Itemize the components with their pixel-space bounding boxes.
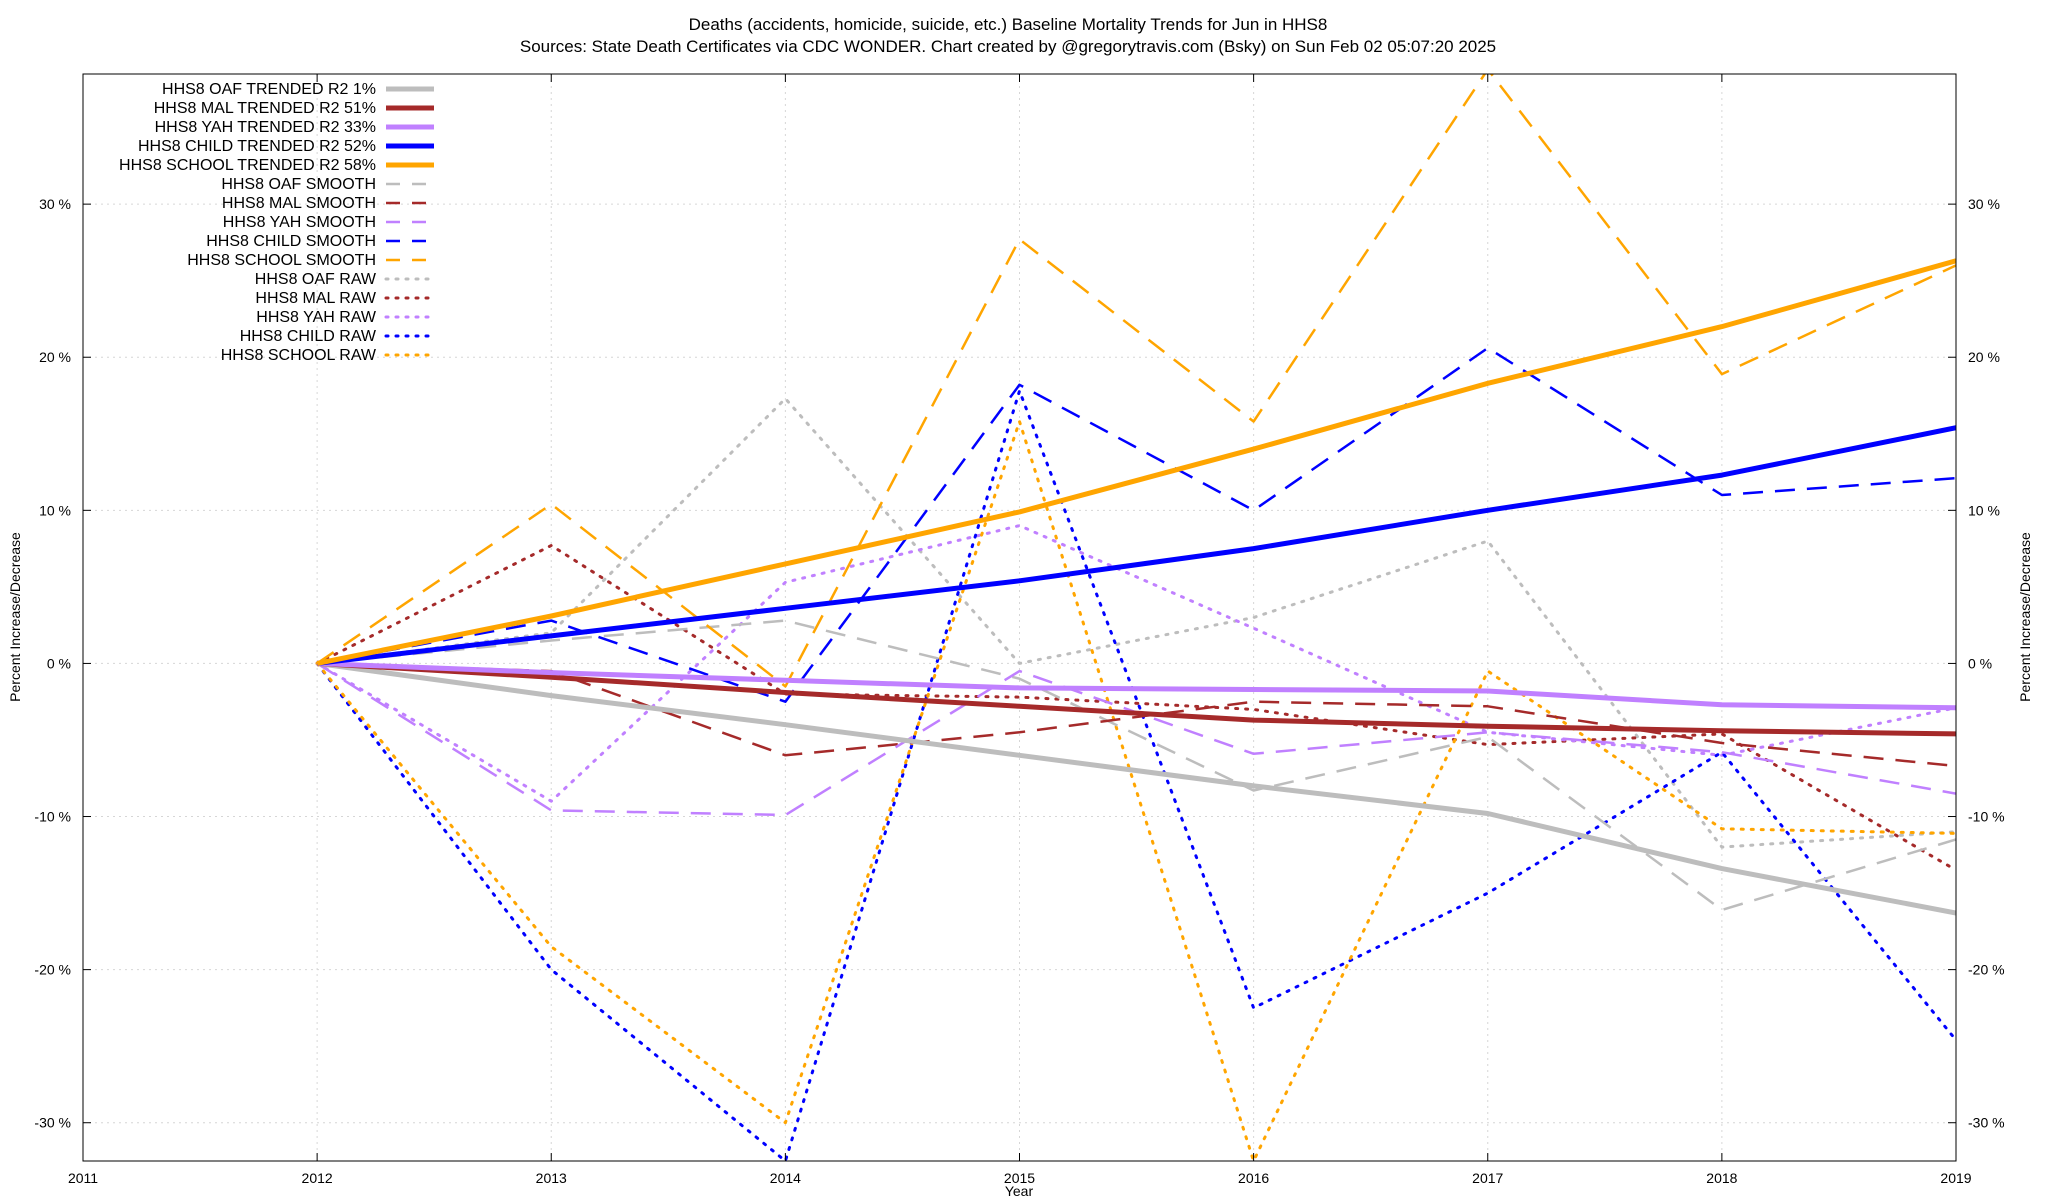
y-tick-label-left: -10 % bbox=[34, 809, 71, 825]
y-tick-label-right: 0 % bbox=[1968, 655, 1992, 671]
x-tick-label: 2011 bbox=[68, 1170, 98, 1186]
legend-label: HHS8 MAL TRENDED R2 51% bbox=[154, 100, 376, 117]
axis-ticks: 2011 2012 2013 2014 2015 2016 2017 2018 2019 30 %… bbox=[34, 74, 2005, 1186]
chart-title: Deaths (accidents, homicide, suicide, et… bbox=[689, 15, 1328, 34]
series-line-smooth-5 bbox=[316, 619, 1956, 912]
y-tick-label-right: -10 % bbox=[1968, 809, 2005, 825]
legend: HHS8 OAF TRENDED R2 1% HHS8 MAL TRENDED R… bbox=[119, 81, 436, 364]
series-line-smooth-9 bbox=[316, 74, 1956, 688]
x-tick-label: 2016 bbox=[1238, 1170, 1269, 1186]
y-tick-label-right: -20 % bbox=[1968, 962, 2005, 978]
x-tick-label: 2012 bbox=[302, 1170, 333, 1186]
y-tick-label-right: 30 % bbox=[1968, 196, 2000, 212]
series-line-trend-10 bbox=[316, 660, 1956, 916]
legend-label: HHS8 OAF TRENDED R2 1% bbox=[162, 81, 376, 98]
y-tick-label-left: 10 % bbox=[39, 502, 71, 518]
legend-label: HHS8 CHILD TRENDED R2 52% bbox=[138, 138, 376, 155]
y-tick-label-right: 20 % bbox=[1968, 349, 2000, 365]
series-line-trend-12 bbox=[317, 660, 1956, 711]
series-line-raw-2 bbox=[315, 524, 1956, 803]
x-axis-label: Year bbox=[1005, 1183, 1034, 1199]
chart-subtitle: Sources: State Death Certificates via CD… bbox=[520, 37, 1496, 56]
x-tick-label: 2015 bbox=[1004, 1170, 1035, 1186]
x-tick-label: 2017 bbox=[1472, 1170, 1503, 1186]
series-line-trend-11 bbox=[316, 660, 1956, 737]
series-line-trend-14 bbox=[316, 258, 1956, 666]
y-tick-label-left: 0 % bbox=[47, 655, 71, 671]
x-tick-label: 2019 bbox=[1940, 1170, 1971, 1186]
legend-label: HHS8 YAH TRENDED R2 33% bbox=[155, 119, 376, 136]
series-line-raw-3 bbox=[315, 389, 1956, 1161]
legend-label: HHS8 SCHOOL SMOOTH bbox=[187, 252, 376, 269]
series-line-raw-0 bbox=[315, 397, 1956, 849]
y-tick-label-left: 30 % bbox=[39, 196, 71, 212]
legend-label: HHS8 OAF SMOOTH bbox=[221, 176, 376, 193]
y-tick-label-right: 10 % bbox=[1968, 502, 2000, 518]
legend-label: HHS8 YAH RAW bbox=[256, 309, 377, 326]
legend-label: HHS8 OAF RAW bbox=[255, 271, 377, 288]
y-axis-label-right: Percent Increase/Decrease bbox=[2017, 532, 2033, 702]
y-tick-label-right: -30 % bbox=[1968, 1115, 2005, 1131]
y-axis-label-left: Percent Increase/Decrease bbox=[7, 532, 23, 702]
y-tick-label-left: -20 % bbox=[34, 962, 71, 978]
series-line-trend-13 bbox=[316, 425, 1956, 666]
legend-label: HHS8 YAH SMOOTH bbox=[223, 214, 376, 231]
legend-label: HHS8 SCHOOL TRENDED R2 58% bbox=[119, 157, 376, 174]
legend-label: HHS8 CHILD RAW bbox=[240, 328, 377, 345]
legend-label: HHS8 MAL SMOOTH bbox=[222, 195, 376, 212]
x-tick-label: 2018 bbox=[1706, 1170, 1737, 1186]
legend-label: HHS8 MAL RAW bbox=[255, 290, 377, 307]
series-group bbox=[315, 74, 1956, 1161]
legend-label: HHS8 SCHOOL RAW bbox=[221, 347, 377, 364]
series-line-smooth-6 bbox=[317, 662, 1956, 768]
y-tick-label-left: -30 % bbox=[34, 1115, 71, 1131]
x-tick-label: 2013 bbox=[536, 1170, 567, 1186]
x-tick-label: 2014 bbox=[770, 1170, 801, 1186]
legend-label: HHS8 CHILD SMOOTH bbox=[206, 233, 376, 250]
y-tick-label-left: 20 % bbox=[39, 349, 71, 365]
